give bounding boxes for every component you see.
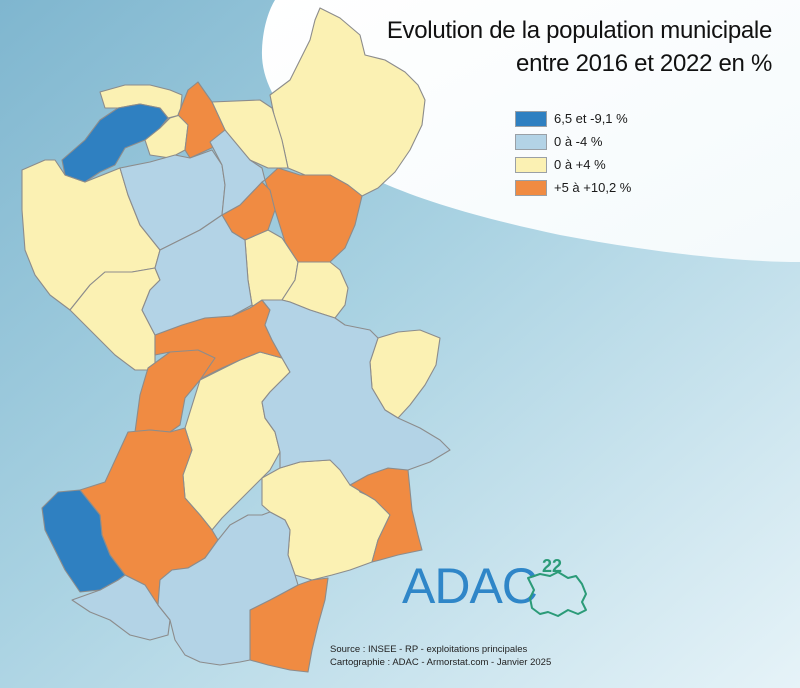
title-background-shape [261, 0, 800, 262]
logo-outline-icon [527, 571, 587, 617]
legend-item: 0 à +4 % [515, 153, 695, 176]
commune-center-blue[interactable] [141, 214, 253, 336]
communes-map [21, 7, 451, 673]
map-title-line-1: Evolution de la population municipale [386, 17, 772, 44]
legend-label: 0 à -4 % [554, 134, 603, 149]
commune-center-east-blue[interactable] [261, 299, 451, 486]
legend-label: +5 à +10,2 % [554, 180, 632, 195]
cartography-line: Cartographie : ADAC - Armorstat.com - Ja… [330, 657, 552, 668]
legend-swatch [515, 133, 547, 150]
map-title-line-2: entre 2016 et 2022 en % [516, 50, 772, 77]
legend-label: 6,5 et -9,1 % [554, 111, 628, 126]
legend-label: 0 à +4 % [554, 157, 606, 172]
legend-swatch [515, 179, 547, 196]
commune-north-center-blue[interactable] [209, 129, 266, 216]
commune-west-dark[interactable] [41, 489, 126, 593]
logo-superscript: 22 [542, 556, 563, 576]
legend-item: 6,5 et -9,1 % [515, 107, 695, 130]
map-title: Evolution de la population municipale en… [342, 14, 772, 80]
commune-northwest-dark[interactable] [61, 103, 169, 183]
commune-south-blue[interactable] [157, 511, 299, 666]
adac-logo: ADAC 22 [400, 556, 600, 626]
commune-west-center-orange[interactable] [134, 349, 216, 433]
legend-item: 0 à -4 % [515, 130, 695, 153]
legend-item: +5 à +10,2 % [515, 176, 695, 199]
legend-swatch [515, 156, 547, 173]
source-credits: Source : INSEE - RP - exploitations prin… [330, 643, 630, 669]
legend-swatch [515, 110, 547, 127]
commune-northeast-orange[interactable] [264, 167, 363, 263]
logo-text: ADAC [402, 558, 538, 614]
map-legend: 6,5 et -9,1 % 0 à -4 % 0 à +4 % +5 à +10… [515, 107, 695, 199]
source-line: Source : INSEE - RP - exploitations prin… [330, 644, 528, 655]
